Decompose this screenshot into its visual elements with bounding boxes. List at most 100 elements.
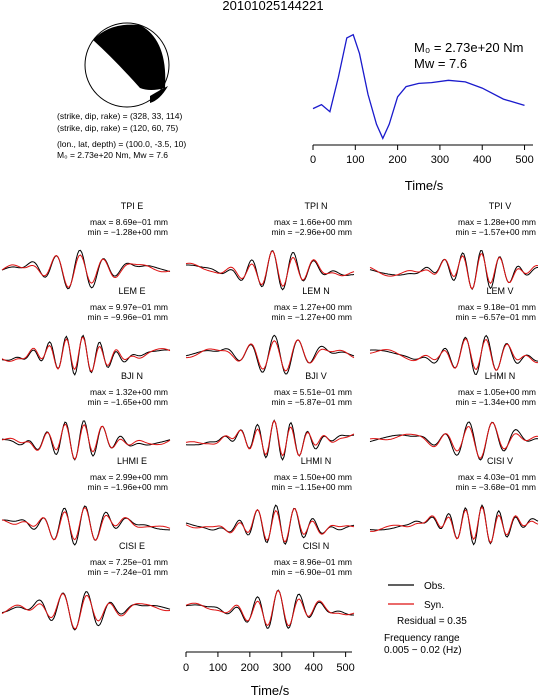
max-amplitude: max = 9.97e−01 mm	[90, 302, 168, 312]
stf-tick-label: 400	[473, 154, 491, 166]
time-tick-label: 100	[209, 662, 227, 674]
time-tick-label: 200	[241, 662, 259, 674]
stf-tick-label: 300	[431, 154, 449, 166]
stf-moment-label: M₀ = 2.73e+20 Nm	[414, 40, 523, 55]
beachball-compression-quadrant	[93, 24, 166, 91]
synthetic-trace	[185, 508, 355, 543]
max-amplitude: max = 1.66e+00 mm	[274, 217, 352, 227]
min-amplitude: min = −1.34e+00 mm	[455, 397, 536, 407]
legend-syn-label: Syn.	[424, 600, 444, 611]
plane2-text: (strike, dip, rake) = (120, 60, 75)	[57, 123, 178, 133]
freq-value: 0.005 − 0.02 (Hz)	[384, 645, 462, 656]
observed-trace	[1, 591, 171, 631]
synthetic-trace	[185, 589, 355, 627]
max-amplitude: max = 2.99e+00 mm	[90, 472, 168, 482]
observed-trace	[369, 421, 539, 461]
min-amplitude: min = −1.65e+00 mm	[87, 397, 168, 407]
observed-trace	[369, 250, 539, 291]
freq-title: Frequency range	[384, 633, 460, 644]
min-amplitude: min = −1.27e+00 mm	[271, 312, 352, 322]
min-amplitude: min = −6.57e−01 mm	[455, 312, 536, 322]
station-label: TPI E	[121, 201, 144, 211]
station-label: LEM N	[302, 286, 330, 296]
station-label: LEM V	[486, 286, 513, 296]
stf-tick-label: 0	[310, 154, 316, 166]
synthetic-trace	[1, 423, 171, 461]
stf-curve	[312, 33, 525, 140]
station-label: CISI V	[487, 456, 513, 466]
min-amplitude: min = −9.96e−01 mm	[87, 312, 168, 322]
figure-title: 20101025144221	[222, 0, 323, 13]
station-label: LHMI N	[301, 456, 332, 466]
location-text: (lon., lat, depth) = (100.0, -3.5, 10)	[57, 139, 186, 149]
observed-trace	[185, 334, 355, 375]
synthetic-trace	[369, 338, 538, 371]
min-amplitude: min = −3.68e−01 mm	[455, 482, 536, 492]
synthetic-trace	[1, 336, 171, 373]
observed-trace	[1, 420, 171, 461]
observed-trace	[1, 505, 170, 546]
stf-tick-label: 100	[346, 154, 364, 166]
time-tick-label: 0	[183, 662, 189, 674]
legend: Obs. Syn. Residual = 0.35 Frequency rang…	[384, 581, 467, 656]
stf-xlabel: Time/s	[405, 178, 444, 193]
max-amplitude: max = 4.03e−01 mm	[458, 472, 536, 482]
residual-text: Residual = 0.35	[397, 616, 467, 627]
time-axis: 0 100 200 300 400 500 Time/s	[183, 651, 355, 698]
station-label: LEM E	[118, 286, 145, 296]
observed-trace	[185, 589, 354, 630]
min-amplitude: min = −1.28e+00 mm	[87, 227, 168, 237]
synthetic-trace	[186, 339, 355, 372]
synthetic-trace	[1, 593, 171, 630]
station-label: CISI E	[119, 541, 145, 551]
min-amplitude: min = −6.90e−01 mm	[271, 567, 352, 577]
time-tick-label: 500	[336, 662, 354, 674]
max-amplitude: max = 1.27e+00 mm	[274, 302, 352, 312]
beachball-compression-tip	[150, 86, 168, 103]
stf-panel: 0 100 200 300 400 500 M₀ = 2.73e+20 Nm Mw = 7…	[310, 33, 534, 193]
time-tick-label: 300	[273, 662, 291, 674]
time-xlabel: Time/s	[251, 683, 290, 698]
synthetic-trace	[369, 253, 539, 290]
max-amplitude: max = 1.50e+00 mm	[274, 472, 352, 482]
station-label: BJI V	[305, 371, 327, 381]
synthetic-trace	[185, 419, 355, 457]
max-amplitude: max = 9.18e−01 mm	[458, 302, 536, 312]
max-amplitude: max = 7.25e−01 mm	[90, 557, 168, 567]
max-amplitude: max = 8.96e−01 mm	[274, 557, 352, 567]
observed-trace	[185, 504, 355, 545]
station-label: CISI N	[303, 541, 330, 551]
max-amplitude: max = 1.05e+00 mm	[458, 387, 536, 397]
plane1-text: (strike, dip, rake) = (328, 33, 114)	[57, 111, 182, 121]
stf-tick-label: 200	[388, 154, 406, 166]
station-label: LHMI E	[117, 456, 147, 466]
legend-obs-label: Obs.	[424, 581, 445, 592]
station-label: BJI N	[121, 371, 143, 381]
synthetic-trace	[369, 506, 539, 544]
min-amplitude: min = −2.96e+00 mm	[271, 227, 352, 237]
synthetic-trace	[369, 422, 539, 459]
max-amplitude: max = 1.28e+00 mm	[458, 217, 536, 227]
station-label: LHMI N	[485, 371, 516, 381]
stf-tick-label: 500	[515, 154, 533, 166]
synthetic-trace	[1, 254, 171, 288]
time-tick-label: 400	[305, 662, 323, 674]
stf-tick-group: 0 100 200 300 400 500	[310, 145, 534, 166]
max-amplitude: max = 5.51e−01 mm	[274, 387, 352, 397]
